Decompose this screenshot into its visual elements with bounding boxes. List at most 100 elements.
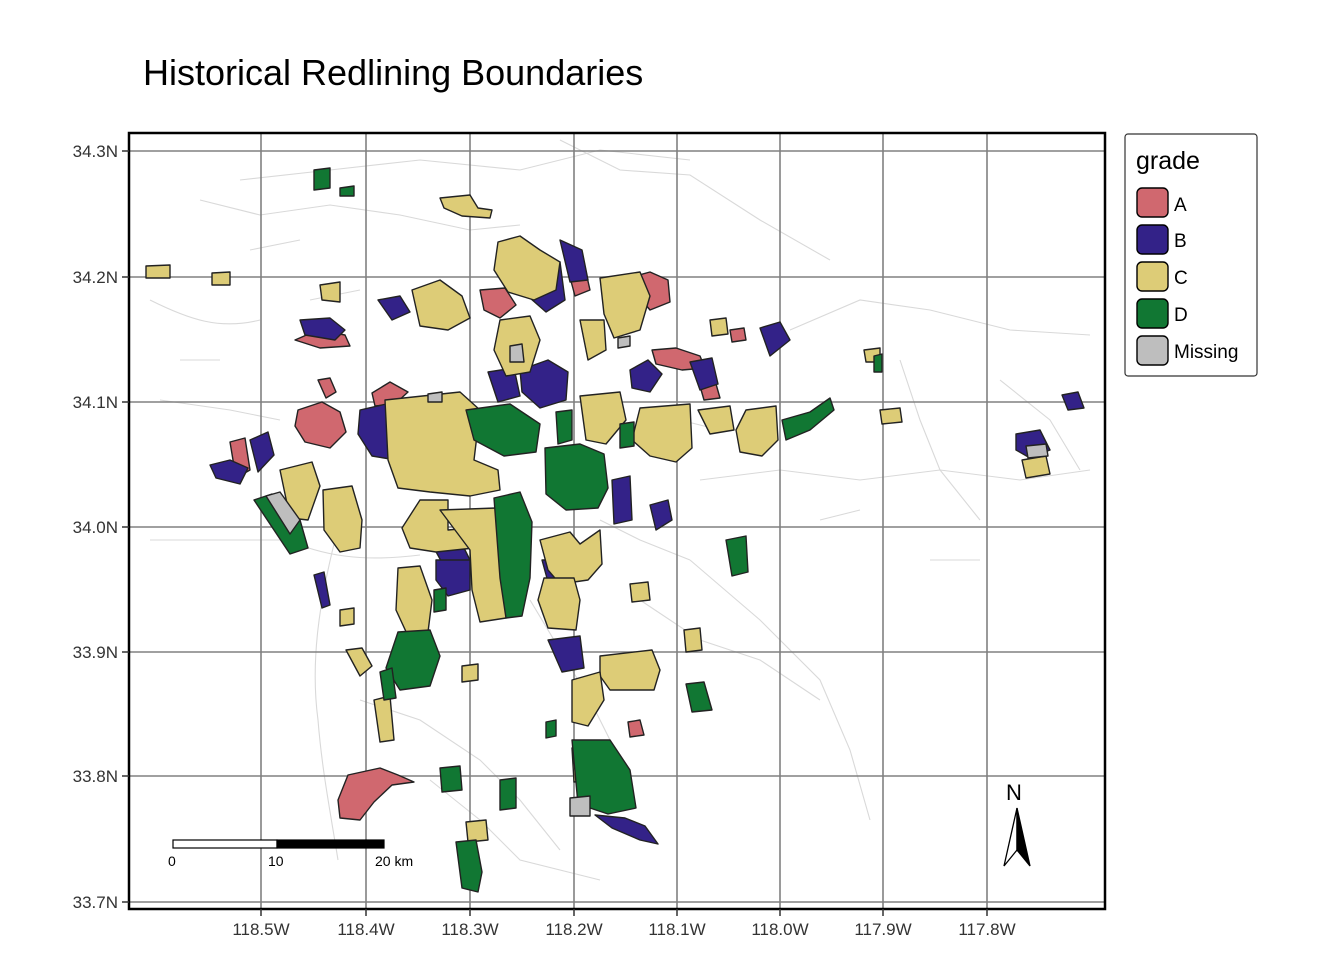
y-tick-label: 34.2N [73,268,118,287]
grade-c-polygon [735,405,779,457]
grade-d-polygon [439,765,463,793]
grade-b-polygon [299,317,346,341]
y-tick-label: 34.0N [73,518,118,537]
map-frame [127,131,1107,911]
grade-d-polygon [339,185,355,197]
missing-grade-polygon [509,343,525,363]
legend-title: grade [1136,147,1200,175]
grade-c-polygon [439,194,493,219]
x-tick-label: 118.3W [441,920,498,939]
y-tick-label: 33.7N [73,893,118,912]
legend-label-missing: Missing [1174,342,1238,363]
grade-b-polygon [313,571,331,609]
grade-d-polygon [544,443,609,511]
grade-a-polygon [729,327,747,343]
missing-grade-polygon [265,491,301,535]
legend-swatch-c [1136,261,1169,292]
grade-b-polygon [435,559,471,597]
grade-b-polygon [547,635,585,673]
legend-label-b: B [1174,231,1187,252]
grade-a-polygon [479,287,517,319]
x-tick-label: 118.5W [232,920,289,939]
grade-d-polygon [545,719,557,739]
grade-b-polygon [594,814,659,845]
grade-b-polygon [249,431,275,473]
grade-c-polygon [579,319,607,361]
grade-d-polygon [873,353,883,373]
grade-d-polygon [465,403,541,457]
grade-b-polygon [559,239,589,283]
grade-c-polygon [211,271,231,286]
grade-b-polygon [629,359,663,393]
map-title: Historical Redlining Boundaries [143,52,644,93]
grade-c-polygon [571,671,605,727]
y-tick-label: 33.9N [73,643,118,662]
grade-d-polygon [493,491,533,619]
grade-b-polygon [377,295,411,321]
x-tick-label: 118.1W [648,920,705,939]
legend-swatch-b [1136,224,1169,255]
y-tick-label: 33.8N [73,767,118,786]
grade-c-polygon [319,281,341,303]
grade-d-polygon [725,535,749,577]
grade-c-polygon [599,271,651,339]
legend-swatch-a [1136,187,1169,218]
grade-d-polygon [619,421,635,449]
grade-c-polygon [411,279,471,331]
missing-grade-polygon [1025,443,1049,459]
grade-c-polygon [539,529,603,585]
grade-b-polygon [649,499,673,531]
x-tick-label: 118.0W [751,920,808,939]
x-tick-label: 117.8W [958,920,1015,939]
grade-b-polygon [1061,391,1085,411]
grade-c-polygon [537,577,581,631]
y-tick-label: 34.1N [73,393,118,412]
grade-b-polygon [611,475,633,525]
grade-d-polygon [379,667,397,701]
grade-c-polygon [599,649,661,691]
grade-c-polygon [145,264,171,279]
grade-c-polygon [697,405,735,435]
grade-c-polygon [322,485,363,553]
grade-c-polygon [879,407,903,425]
grade-b-polygon [209,459,249,485]
grade-d-polygon [499,777,517,811]
legend-swatch-missing [1136,335,1169,366]
scale-bar: 0 10 20 km [168,839,413,869]
grade-d-polygon [385,629,441,691]
legend-label-a: A [1174,195,1187,216]
grade-a-polygon [627,719,645,738]
grade-d-polygon [781,397,835,441]
x-tick-label: 118.4W [337,920,394,939]
north-label: N [1006,780,1022,805]
grade-a-polygon [294,401,347,449]
grade-c-polygon [709,317,729,337]
y-axis: 34.3N 34.2N 34.1N 34.0N 33.9N 33.8N 33.7… [73,142,129,912]
legend-swatch-d [1136,298,1169,329]
grade-d-polygon [555,409,573,445]
missing-grade-polygon [569,795,591,817]
grade-b-polygon [759,321,791,357]
missing-grade-polygon [617,335,631,349]
missing-grade-polygon [427,391,443,403]
grade-d-polygon [313,167,331,191]
grade-c-polygon [345,647,373,677]
grade-c-polygon [1021,455,1051,479]
grade-c-polygon [629,581,651,603]
x-axis: 118.5W 118.4W 118.3W 118.2W 118.1W 118.0… [232,909,1016,939]
grade-c-polygon [579,391,627,445]
grade-a-polygon [317,377,337,399]
grade-a-polygon [337,767,415,821]
grade-c-polygon [683,627,703,653]
grade-d-polygon [455,839,483,893]
grade-c-polygon [465,819,489,843]
x-tick-label: 118.2W [545,920,602,939]
north-arrow: N [1003,780,1031,867]
legend-label-d: D [1174,305,1188,326]
scale-label-0: 0 [168,853,176,869]
grade-c-polygon [461,663,479,683]
legend-label-c: C [1174,268,1188,289]
grade-d-polygon [433,587,447,613]
grade-b-polygon [519,359,569,409]
